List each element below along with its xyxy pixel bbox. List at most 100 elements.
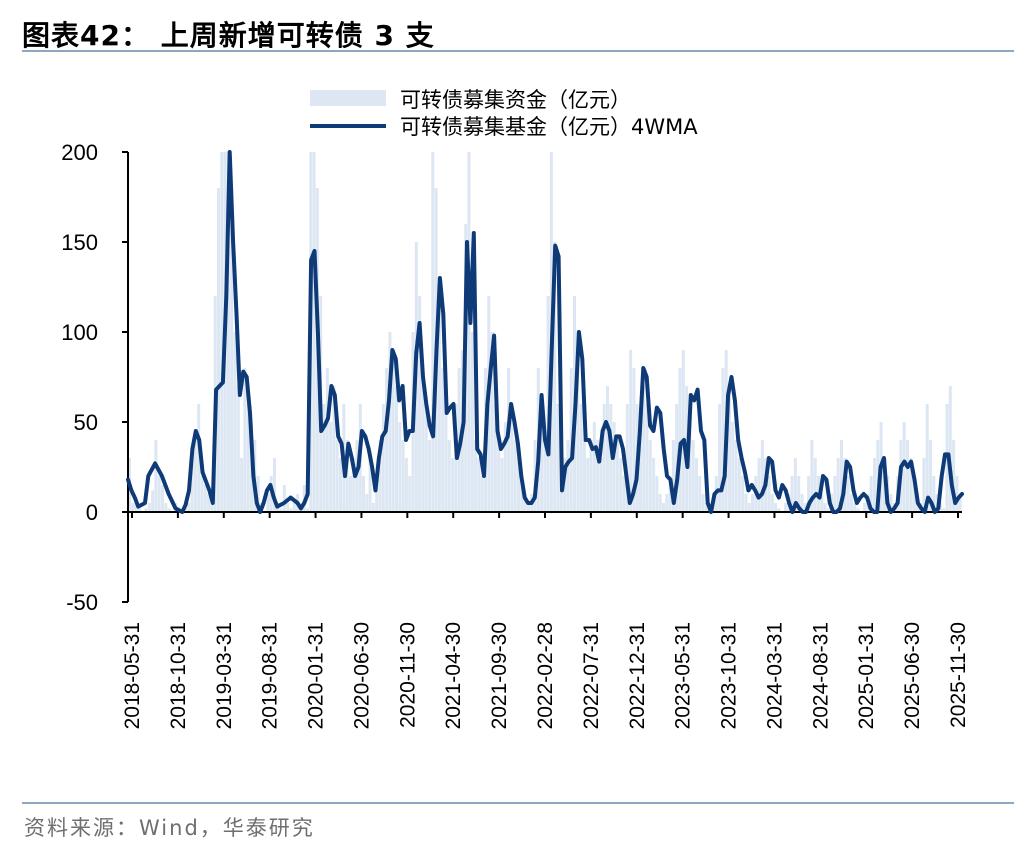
bar-mark: [193, 431, 197, 512]
bar-mark: [451, 458, 455, 512]
bar-mark: [217, 188, 220, 512]
bar-mark: [606, 386, 609, 512]
bar-mark: [474, 440, 478, 512]
bar-mark: [648, 440, 652, 512]
bar-mark: [339, 458, 342, 512]
bar-mark: [823, 503, 827, 512]
source-note: 资料来源：Wind，华泰研究: [24, 816, 315, 840]
bar-mark: [236, 386, 240, 512]
bar-mark: [157, 476, 161, 512]
bar-mark: [335, 440, 339, 512]
bar-mark: [210, 503, 214, 512]
bar-mark: [668, 476, 672, 512]
bar-mark: [437, 296, 441, 512]
x-tick-label: 2022-07-31: [580, 622, 603, 729]
bar-mark: [289, 508, 293, 512]
x-tick-label: 2018-05-31: [121, 622, 144, 729]
bar-mark: [846, 476, 850, 512]
bar-mark: [526, 503, 530, 512]
bar-mark: [161, 485, 164, 512]
bar-mark: [925, 404, 929, 512]
bar-mark: [760, 440, 764, 512]
bar-mark: [424, 404, 428, 512]
bar-mark: [493, 404, 497, 512]
bar-mark: [418, 296, 422, 512]
bar-mark: [507, 368, 511, 512]
bar-mark: [602, 404, 606, 512]
line-series-4wma: [126, 150, 964, 514]
bar-mark: [421, 368, 425, 512]
bar-mark: [625, 404, 629, 512]
bar-mark: [312, 152, 316, 512]
bar-mark: [800, 494, 804, 512]
bar-mark: [774, 503, 778, 512]
bar-mark: [784, 503, 787, 512]
bar-mark: [737, 458, 741, 512]
bar-mark: [856, 508, 860, 512]
bar-mark: [447, 440, 451, 512]
bar-mark: [615, 440, 619, 512]
bar-mark: [751, 494, 754, 512]
x-tick-label: 2024-08-31: [809, 622, 832, 729]
x-tick-label: 2019-03-31: [213, 622, 236, 729]
bar-mark: [266, 494, 270, 512]
bar-mark: [586, 458, 590, 512]
y-tick-label: 50: [74, 410, 98, 435]
bar-mark: [807, 476, 811, 512]
bar-mark: [741, 476, 745, 512]
bar-mark: [833, 476, 837, 512]
bar-mark: [869, 476, 873, 512]
bar-mark: [840, 440, 843, 512]
bar-mark: [137, 508, 141, 512]
chart-title: 图表42： 上周新增可转债 3 支: [22, 19, 435, 52]
bar-mark: [688, 422, 692, 512]
x-tick-label: 2022-12-31: [626, 622, 649, 729]
bar-mark: [797, 476, 801, 512]
bar-mark: [678, 368, 682, 512]
bar-mark: [444, 404, 448, 512]
bar-mark: [401, 440, 405, 512]
bar-mark: [757, 458, 761, 512]
bar-mark: [948, 386, 952, 512]
y-tick-label: 100: [61, 320, 98, 345]
bar-mark: [477, 458, 481, 512]
bar-mark: [286, 503, 290, 512]
x-tick-label: 2020-06-30: [350, 622, 373, 729]
bar-mark: [820, 494, 824, 512]
bar-mark: [365, 494, 369, 512]
bar-mark: [592, 422, 596, 512]
bar-mark: [912, 476, 916, 512]
bar-mark: [629, 350, 633, 512]
bar-mark: [793, 458, 797, 512]
bar-mark: [220, 152, 224, 512]
bar-mark: [576, 332, 580, 512]
bar-mark: [579, 404, 583, 512]
bar-mark: [671, 440, 675, 512]
bar-mark: [404, 458, 408, 512]
bar-mark: [190, 458, 194, 512]
bar-mark: [704, 503, 708, 512]
bar-mark: [645, 404, 649, 512]
bar-mark: [513, 440, 517, 512]
x-tick-label: 2020-01-31: [305, 622, 328, 729]
bar-mark: [200, 476, 204, 512]
bar-mark: [622, 476, 626, 512]
bar-mark: [322, 404, 326, 512]
bar-mark: [876, 440, 880, 512]
bar-mark: [632, 368, 636, 512]
bar-mark: [226, 152, 230, 512]
bar-mark: [958, 494, 962, 512]
bar-mark: [902, 422, 906, 512]
bar-mark: [553, 242, 557, 512]
bar-mark: [942, 508, 946, 512]
bar-mark: [207, 494, 211, 512]
bar-mark: [810, 440, 814, 512]
bar-mark: [325, 368, 329, 512]
bar-mark: [803, 503, 807, 512]
bar-mark: [731, 422, 735, 512]
x-tick-label: 2023-10-31: [718, 622, 741, 729]
bar-mark: [480, 476, 484, 512]
bar-mark: [543, 440, 547, 512]
x-tick-label: 2021-09-30: [488, 622, 511, 729]
bar-mark: [240, 458, 244, 512]
